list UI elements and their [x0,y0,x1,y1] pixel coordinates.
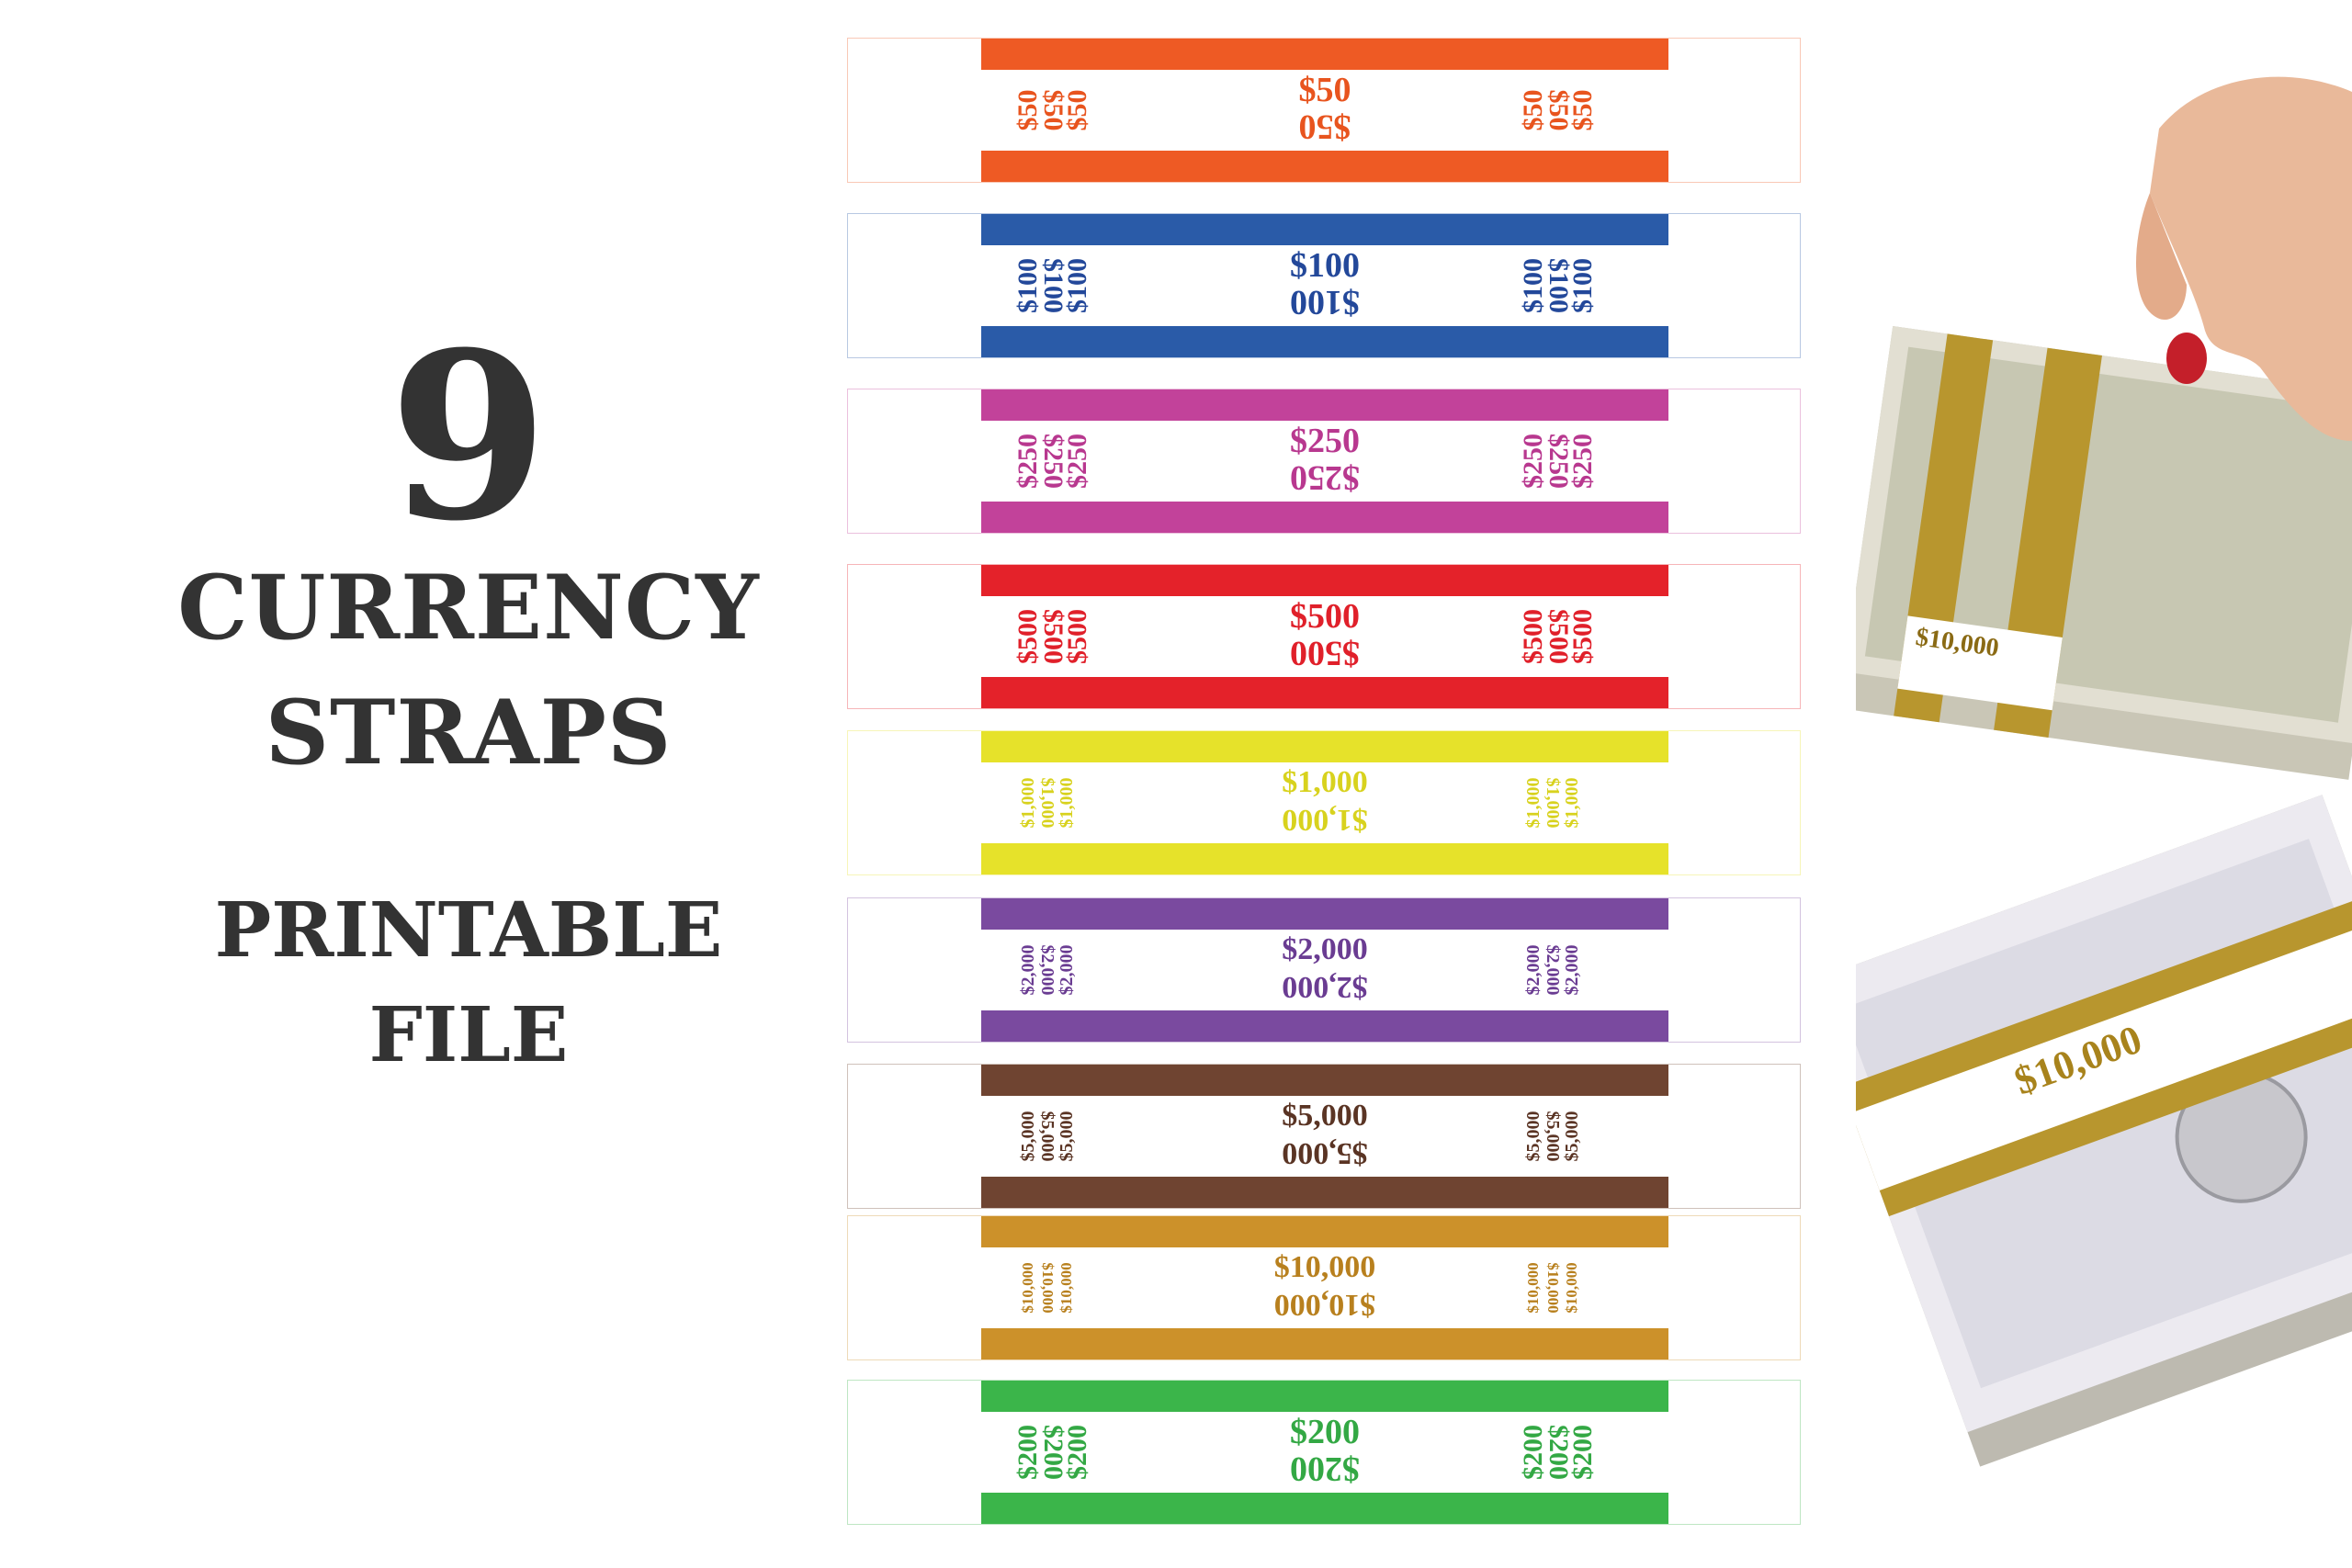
currency-strap: $250 $250 $250 $250 $250 $250 $250 $250 [847,389,1801,534]
strap-side-denomination: $10,000 [1563,1262,1580,1314]
strap-denomination: $50 [1298,71,1351,109]
strap-center-label: $5,000 $5,000 [1257,1098,1393,1175]
strap-side-denomination: $1,000 [1057,777,1077,829]
strap-side-denomination: $250 [1062,434,1092,489]
money-stack-front: $10,000 [1856,795,2352,1467]
strap-side-denomination: $2,000 [1057,944,1077,996]
strap-denomination: $500 [1290,597,1360,636]
strap-band-bot [981,151,1668,182]
strap-side-labels-right: $2,000 $2,000 $2,000 [1515,931,1634,1009]
currency-strap: $5,000 $5,000 $5,000 $5,000 $5,000 $5,000 $5,0… [847,1064,1801,1209]
strap-side-labels-right: $100 $100 $100 [1515,247,1634,324]
strap-band-top [981,389,1668,421]
currency-strap: $200 $200 $200 $200 $200 $200 $200 $200 [847,1380,1801,1525]
money-stack-photo: $10,000 $10,000 [1856,76,2352,1467]
strap-denomination-inverted: $2,000 [1282,970,1368,1004]
money-stack-back: $10,000 [1856,326,2352,780]
strap-side-denomination: $2,000 [1562,944,1582,996]
strap-center-label: $2,000 $2,000 [1257,931,1393,1009]
title-line-2: STRAPS [265,681,673,784]
strap-center-label: $200 $200 [1257,1414,1393,1491]
strap-side-labels-left: $10,000 $10,000 $10,000 [1010,1249,1129,1326]
strap-band-bot [981,1010,1668,1042]
strap-denomination: $250 [1290,422,1360,460]
strap-denomination-inverted: $5,000 [1282,1136,1368,1170]
currency-strap: $50 $50 $50 $50 $50 $50 $50 $50 [847,38,1801,183]
strap-band-top [981,565,1668,596]
strap-band-top [981,1381,1668,1412]
strap-center-label: $10,000 $10,000 [1257,1249,1393,1326]
strap-side-labels-right: $5,000 $5,000 $5,000 [1515,1098,1634,1175]
strap-denomination: $10,000 [1273,1250,1376,1284]
strap-center-label: $100 $100 [1257,247,1393,324]
strap-side-labels-right: $50 $50 $50 [1515,72,1634,149]
currency-strap: $10,000 $10,000 $10,000 $10,000 $10,000 $10,0… [847,1215,1801,1360]
strap-center-label: $500 $500 [1257,598,1393,675]
strap-denomination: $1,000 [1282,765,1368,799]
currency-strap: $100 $100 $100 $100 $100 $100 $100 $100 [847,213,1801,358]
strap-side-labels-left: $500 $500 $500 [1010,598,1129,675]
strap-band-top [981,1065,1668,1096]
strap-band-bot [981,677,1668,708]
strap-denomination-inverted: $500 [1290,634,1360,672]
strap-side-denomination: $10,000 [1057,1262,1075,1314]
strap-side-labels-right: $200 $200 $200 [1515,1414,1634,1491]
strap-band-top [981,898,1668,930]
title-line-1: CURRENCY [177,556,760,660]
strap-side-labels-left: $5,000 $5,000 $5,000 [1010,1098,1129,1175]
strap-center-label: $1,000 $1,000 [1257,764,1393,841]
strap-band-top [981,214,1668,245]
strap-side-labels-left: $100 $100 $100 [1010,247,1129,324]
strap-side-labels-left: $50 $50 $50 [1010,72,1129,149]
strap-side-denomination: $100 [1062,258,1092,313]
strap-side-labels-right: $10,000 $10,000 $10,000 [1515,1249,1634,1326]
currency-strap: $1,000 $1,000 $1,000 $1,000 $1,000 $1,000 $1,0… [847,730,1801,875]
strap-denomination: $5,000 [1282,1099,1368,1133]
strap-side-denomination: $50 [1062,89,1092,131]
strap-denomination-inverted: $200 [1290,1450,1360,1488]
strap-side-labels-right: $1,000 $1,000 $1,000 [1515,764,1634,841]
strap-denomination: $2,000 [1282,932,1368,966]
subtitle-line-2: FILE [368,991,569,1079]
strap-band-bot [981,502,1668,533]
strap-denomination-inverted: $50 [1298,107,1351,146]
strap-side-labels-left: $1,000 $1,000 $1,000 [1010,764,1129,841]
strap-band-top [981,1216,1668,1247]
strap-band-bot [981,1328,1668,1359]
strap-side-denomination: $500 [1062,609,1092,664]
strap-band-bot [981,1177,1668,1208]
hand [2136,76,2352,441]
strap-denomination: $100 [1290,246,1360,285]
strap-center-label: $50 $50 [1257,72,1393,149]
strap-side-labels-left: $250 $250 $250 [1010,423,1129,500]
strap-denomination-inverted: $1,000 [1282,803,1368,837]
strap-side-denomination: $5,000 [1562,1111,1582,1162]
strap-side-labels-left: $200 $200 $200 [1010,1414,1129,1491]
strap-denomination-inverted: $250 [1290,458,1360,497]
strap-side-labels-right: $250 $250 $250 [1515,423,1634,500]
strap-side-labels-left: $2,000 $2,000 $2,000 [1010,931,1129,1009]
strap-count: 9 [389,301,548,571]
strap-band-bot [981,1493,1668,1524]
strap-side-denomination: $50 [1567,89,1598,131]
strap-denomination-inverted: $10,000 [1273,1288,1376,1322]
strap-side-denomination: $1,000 [1562,777,1582,829]
strap-side-denomination: $250 [1567,434,1598,489]
strap-side-denomination: $500 [1567,609,1598,664]
currency-strap: $500 $500 $500 $500 $500 $500 $500 $500 [847,564,1801,709]
strap-side-labels-right: $500 $500 $500 [1515,598,1634,675]
strap-center-label: $250 $250 [1257,423,1393,500]
strap-band-bot [981,843,1668,874]
strap-band-bot [981,326,1668,357]
currency-strap: $2,000 $2,000 $2,000 $2,000 $2,000 $2,000 $2,0… [847,897,1801,1043]
strap-side-denomination: $5,000 [1057,1111,1077,1162]
strap-side-denomination: $100 [1567,258,1598,313]
strap-denomination: $200 [1290,1413,1360,1451]
strap-band-top [981,731,1668,762]
strap-band-top [981,39,1668,70]
strap-side-denomination: $200 [1062,1425,1092,1480]
strap-denomination-inverted: $100 [1290,283,1360,321]
strap-side-denomination: $200 [1567,1425,1598,1480]
subtitle-line-1: PRINTABLE [214,886,723,975]
